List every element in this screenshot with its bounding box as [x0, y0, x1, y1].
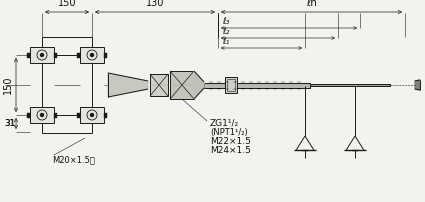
Text: ℓ₂: ℓ₂ [222, 27, 230, 36]
Text: M20×1.5或: M20×1.5或 [52, 155, 95, 164]
Bar [80, 107, 104, 123]
Text: M24×1.5: M24×1.5 [210, 146, 251, 155]
Bar [104, 53, 107, 58]
Text: ℓn: ℓn [306, 0, 317, 8]
Text: 31: 31 [4, 119, 15, 128]
Circle shape [40, 114, 43, 117]
Bar [310, 84, 390, 86]
Bar [77, 53, 80, 58]
Polygon shape [415, 80, 420, 90]
Polygon shape [108, 73, 148, 97]
Bar [27, 53, 30, 58]
Bar [104, 113, 107, 118]
Text: ZG1¹/₂: ZG1¹/₂ [210, 118, 239, 127]
Text: ℓ₃: ℓ₃ [222, 17, 230, 26]
Bar [30, 107, 54, 123]
Bar [150, 74, 168, 96]
Text: 150: 150 [58, 0, 76, 8]
Bar [54, 53, 57, 58]
Polygon shape [194, 71, 204, 99]
Text: 130: 130 [146, 0, 164, 8]
Bar [204, 82, 310, 87]
Bar [170, 71, 194, 99]
Bar [54, 113, 57, 118]
Text: (NPT1¹/₂): (NPT1¹/₂) [210, 128, 248, 137]
Bar [27, 113, 30, 118]
Bar [80, 47, 104, 63]
Text: ℓ₁: ℓ₁ [222, 37, 230, 46]
Circle shape [91, 114, 94, 117]
Text: 31: 31 [5, 119, 16, 128]
Bar [227, 79, 235, 91]
Bar [30, 47, 54, 63]
Text: 150: 150 [3, 76, 13, 94]
Circle shape [91, 54, 94, 57]
Text: M22×1.5: M22×1.5 [210, 137, 251, 146]
Bar [77, 113, 80, 118]
Bar [225, 77, 237, 93]
Circle shape [40, 54, 43, 57]
